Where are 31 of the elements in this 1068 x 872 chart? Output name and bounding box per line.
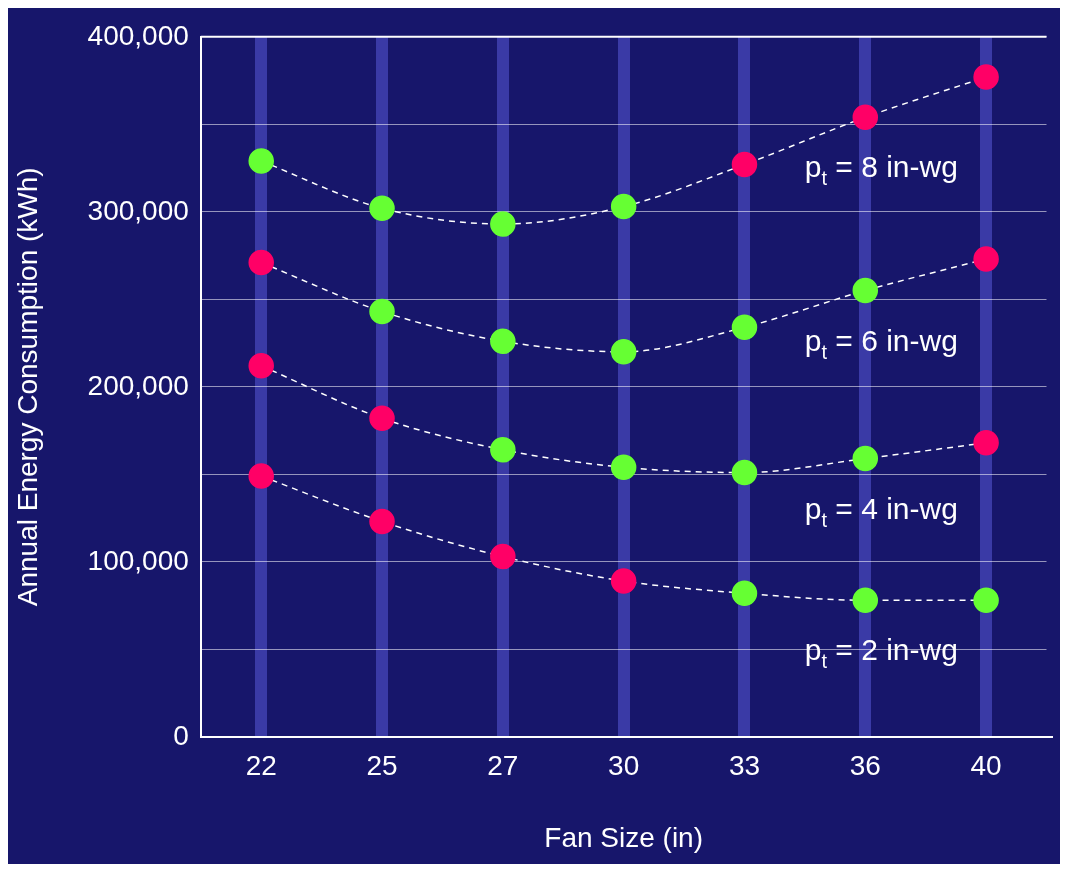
point	[490, 543, 516, 570]
x-tick-label: 27	[487, 750, 519, 782]
y-tick-label: 300,000	[87, 194, 189, 226]
point	[731, 314, 758, 341]
point	[852, 277, 879, 304]
point	[369, 195, 395, 222]
x-tick-label: 36	[849, 750, 881, 782]
x-axis-title: Fan Size (in)	[544, 821, 704, 853]
point	[610, 454, 637, 481]
y-tick-label: 100,000	[87, 544, 189, 576]
x-tick-label: 40	[970, 750, 1002, 782]
point	[369, 508, 395, 535]
point	[731, 459, 758, 486]
x-tick-label: 33	[728, 750, 761, 782]
point	[248, 148, 274, 174]
point	[610, 193, 637, 220]
point	[490, 211, 516, 237]
y-axis-title: Annual Energy Consumption (kWh)	[11, 167, 43, 607]
y-tick-label: 200,000	[87, 369, 189, 401]
point	[610, 568, 637, 594]
point	[369, 298, 395, 325]
x-tick-label: 30	[608, 750, 640, 782]
point	[610, 339, 637, 365]
x-tick-label: 22	[245, 750, 277, 782]
point	[490, 328, 516, 355]
x-tick-label: 25	[366, 750, 398, 782]
point	[490, 437, 516, 463]
point	[248, 463, 274, 489]
y-tick-label: 0	[173, 719, 189, 751]
y-tick-label: 400,000	[87, 19, 189, 51]
point	[852, 445, 879, 472]
